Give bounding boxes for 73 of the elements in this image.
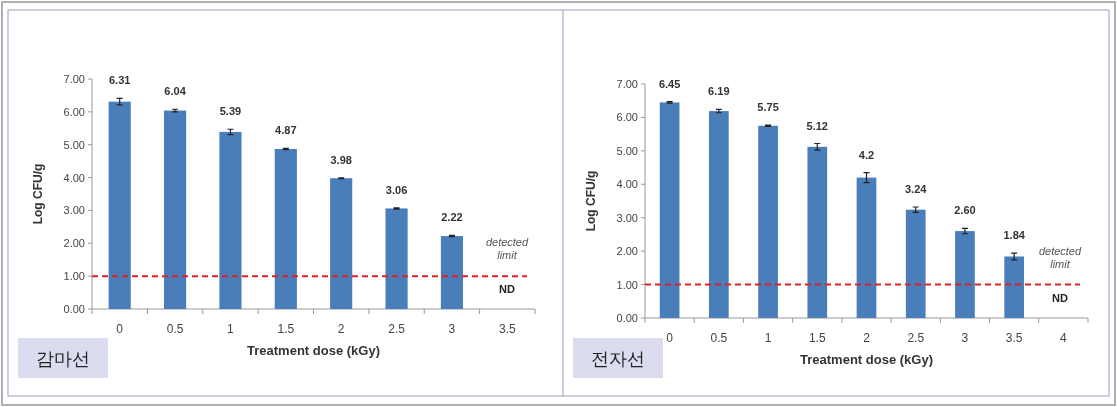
bar (758, 125, 778, 318)
ref-line-label: detected limit (1038, 244, 1082, 270)
y-axis-title: Log CFU/g (584, 170, 598, 232)
data-label: 5.12 (806, 119, 828, 132)
x-tick-label: 1.5 (808, 331, 826, 345)
data-label: 4.87 (275, 124, 297, 137)
x-tick-label: 0.5 (710, 331, 728, 345)
bar (274, 148, 297, 309)
x-tick-label: 2.5 (388, 322, 406, 336)
y-tick-label: 0.00 (63, 303, 85, 315)
x-tick-label: 0.5 (166, 322, 184, 336)
data-label: 4.2 (858, 148, 875, 161)
x-tick-label: 4 (1060, 331, 1068, 345)
y-tick-label: 3.00 (63, 204, 85, 217)
bar (807, 146, 828, 318)
bar (108, 101, 131, 309)
data-label: 6.45 (658, 77, 681, 90)
bar (163, 110, 187, 309)
y-tick-label: 5.00 (616, 144, 638, 157)
data-label: 3.24 (905, 183, 928, 196)
bar (1004, 256, 1025, 318)
y-tick-label: 4.00 (63, 171, 85, 184)
data-label: 6.04 (164, 85, 187, 98)
bar (955, 231, 975, 318)
y-tick-label: 1.00 (616, 278, 638, 291)
bar (385, 208, 408, 309)
y-tick-label: 3.00 (616, 211, 638, 224)
x-tick-label: 3 (448, 322, 456, 336)
data-label: 2.60 (954, 204, 976, 217)
y-tick-label: 4.00 (616, 178, 638, 191)
bar (856, 177, 877, 318)
y-tick-label: 7.00 (616, 78, 638, 90)
x-tick-label: 3.5 (498, 322, 516, 336)
x-axis-title: Treatment dose (kGy) (247, 343, 380, 358)
bar (330, 178, 353, 309)
x-tick-label: 1 (764, 331, 772, 345)
bar (219, 131, 242, 309)
data-label: 5.75 (757, 101, 779, 114)
data-label: 1.84 (1003, 229, 1026, 242)
y-tick-label: 7.00 (63, 73, 85, 85)
annotation: ND (1052, 292, 1068, 304)
y-tick-label: 2.00 (616, 245, 638, 258)
x-tick-label: 0 (666, 331, 674, 345)
bar (440, 236, 464, 309)
bar (708, 111, 729, 318)
bar (905, 209, 926, 318)
data-label: 2.22 (441, 211, 463, 224)
text: 감마선 (36, 349, 90, 369)
ref-line-label: detected limit (485, 236, 529, 262)
x-tick-label: 1.5 (277, 322, 295, 336)
x-tick-label: 0 (116, 322, 124, 336)
x-axis-title: Treatment dose (kGy) (800, 352, 933, 367)
data-label: 5.39 (219, 105, 242, 118)
data-label: 6.31 (108, 74, 131, 87)
x-tick-label: 2 (337, 322, 345, 336)
y-tick-label: 6.00 (63, 105, 85, 118)
y-tick-label: 5.00 (63, 138, 85, 151)
data-label: 3.98 (330, 153, 352, 166)
bar (659, 102, 680, 318)
y-tick-label: 2.00 (63, 237, 85, 250)
y-tick-label: 6.00 (616, 111, 638, 124)
x-tick-label: 1 (227, 322, 235, 336)
y-tick-label: 0.00 (616, 312, 638, 324)
y-tick-label: 1.00 (63, 270, 85, 283)
x-tick-label: 2 (863, 331, 871, 345)
annotation: ND (499, 283, 515, 295)
y-axis-title: Log CFU/g (31, 163, 45, 225)
x-tick-label: 3 (961, 331, 969, 345)
data-label: 3.06 (385, 183, 408, 196)
data-label: 6.19 (708, 85, 730, 98)
text: 전자선 (591, 349, 645, 369)
x-tick-label: 2.5 (907, 331, 925, 345)
x-tick-label: 3.5 (1005, 331, 1023, 345)
